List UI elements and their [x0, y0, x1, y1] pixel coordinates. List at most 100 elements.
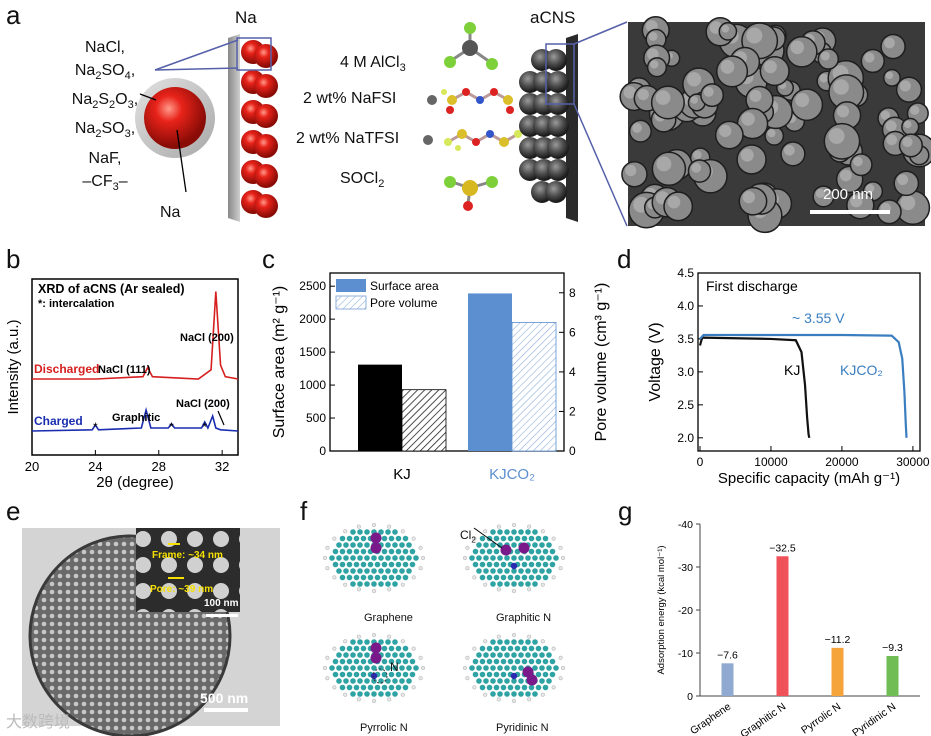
- intercalation-star: *: [169, 420, 174, 434]
- y-tick-label: 4.5: [677, 266, 694, 280]
- hydrogen-atom: [325, 545, 330, 550]
- carbon-atom: [395, 658, 402, 665]
- carbon-atom: [371, 691, 377, 697]
- carbon-atom: [500, 684, 507, 691]
- carbon-atom: [360, 574, 367, 581]
- carbon-atom: [511, 639, 517, 645]
- carbon-atom: [399, 652, 405, 658]
- carbon-atom: [350, 678, 356, 684]
- hydrogen-atom: [411, 685, 416, 690]
- carbon-atom: [472, 548, 479, 555]
- sem-particle-highlight: [880, 110, 890, 120]
- panel-label-c: c: [262, 244, 275, 274]
- carbon-atom: [385, 678, 391, 684]
- hydrogen-atom: [343, 529, 348, 534]
- y-axis-label: Adsorption energy (kcal mol⁻¹): [656, 545, 667, 674]
- carbon-atom: [479, 671, 486, 678]
- carbon-atom: [532, 555, 538, 561]
- y-tick-label: 0: [319, 444, 326, 458]
- hydrogen-atom: [356, 587, 361, 592]
- y2-axis-label: Pore volume (cm³ g⁻¹): [593, 283, 610, 442]
- sem-particle-highlight: [884, 37, 895, 49]
- sem-particle-highlight: [903, 120, 912, 129]
- hydrogen-atom: [371, 698, 377, 704]
- carbon-atom: [385, 542, 391, 548]
- carbon-atom: [385, 529, 391, 535]
- carbon-atom: [546, 568, 552, 574]
- hydrogen-atom: [356, 697, 361, 702]
- chart-title: XRD of aCNS (Ar sealed): [38, 282, 185, 296]
- carbon-atom: [546, 555, 552, 561]
- sem-particle-highlight: [885, 71, 894, 80]
- carbon-atom: [346, 535, 353, 542]
- sem-particle-highlight: [795, 93, 810, 108]
- carbon-atom: [399, 568, 405, 574]
- carbon-atom: [364, 555, 370, 561]
- sem-particle-highlight: [836, 105, 850, 118]
- carbon-atom: [409, 561, 416, 568]
- hydrogen-atom: [483, 582, 488, 587]
- sem-particle-highlight: [740, 148, 754, 162]
- carbon-atom: [549, 548, 556, 555]
- carbon-atom: [493, 658, 500, 665]
- carbon-atom: [497, 542, 503, 548]
- graphene-sheet-2: [322, 632, 426, 704]
- hydrogen-atom: [540, 582, 545, 587]
- natfsi-molecule: [444, 129, 522, 151]
- carbon-atom: [371, 678, 377, 684]
- y2-tick-label: 4: [569, 365, 576, 379]
- carbon-atom: [493, 535, 500, 542]
- salt-item: NaCl,: [84, 39, 125, 56]
- intercalation-star: *: [202, 420, 207, 434]
- hydrogen-atom: [387, 697, 392, 702]
- carbon-atom: [385, 581, 391, 587]
- chlorine-atom: [526, 674, 538, 686]
- bar-graphene: [721, 663, 734, 696]
- sem-particle-highlight: [833, 79, 849, 95]
- carbon-atom: [469, 665, 475, 671]
- hydrogen-atom: [558, 566, 563, 571]
- y2-tick-label: 2: [569, 404, 576, 418]
- carbon-atom: [493, 645, 500, 652]
- carbon-atom: [332, 658, 339, 665]
- panel-label-d: d: [617, 244, 632, 274]
- category-label: KJ: [393, 466, 411, 483]
- carbon-atom: [395, 535, 402, 542]
- carbon-atom: [378, 581, 384, 587]
- carbon-atom: [350, 529, 356, 535]
- y2-tick-label: 8: [569, 286, 576, 300]
- carbon-atom: [413, 555, 419, 561]
- sem-particle-highlight: [623, 86, 637, 99]
- sem-particle-highlight: [864, 52, 875, 63]
- panel-label-f: f: [300, 496, 308, 526]
- chart-title: First discharge: [706, 278, 798, 294]
- carbon-atom: [539, 652, 545, 658]
- carbon-atom: [497, 581, 503, 587]
- na-ion: [427, 95, 437, 105]
- carbon-atom: [504, 691, 510, 697]
- frame-label: Frame: ~34 nm: [152, 550, 223, 561]
- carbon-atom: [385, 639, 391, 645]
- carbon-atom: [497, 529, 503, 535]
- sem-particle-highlight: [910, 105, 920, 115]
- salt-list: NaCl, Na2SO4, Na2S2O3, Na2SO3, NaF, –CF3…: [60, 36, 150, 199]
- hydrogen-atom: [465, 566, 470, 571]
- carbon-atom: [486, 658, 493, 665]
- carbon-atom: [402, 658, 409, 665]
- carbon-atom: [371, 581, 377, 587]
- carbon-atom: [490, 678, 496, 684]
- carbon-atom: [479, 684, 486, 691]
- carbon-atom: [521, 658, 528, 665]
- carbon-atom: [357, 568, 363, 574]
- carbon-atom: [525, 529, 531, 535]
- carbon-atom: [532, 581, 538, 587]
- carbon-atom: [518, 665, 524, 671]
- carbon-atom: [360, 671, 367, 678]
- hydrogen-atom: [400, 582, 405, 587]
- sem-particle-highlight: [819, 73, 829, 83]
- hydrogen-atom: [462, 555, 468, 561]
- chlorine-atom: [370, 542, 382, 554]
- sem-scale-bar: [810, 210, 890, 214]
- carbon-atom: [528, 574, 535, 581]
- na-ion: [423, 135, 433, 145]
